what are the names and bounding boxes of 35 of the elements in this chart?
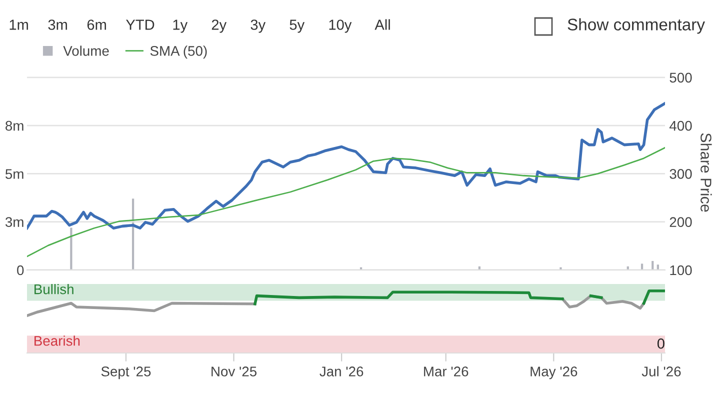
y-tick-label: 300 bbox=[670, 169, 692, 179]
text: 5y bbox=[290, 20, 305, 33]
bar bbox=[70, 228, 72, 270]
band-label: Bullish bbox=[34, 284, 74, 294]
text: Show commentary bbox=[568, 18, 705, 34]
line-series bbox=[27, 102, 665, 230]
x-tick-label: Jan '26 bbox=[320, 366, 364, 376]
text: 1m bbox=[10, 20, 28, 30]
x-tick-label: May '26 bbox=[530, 366, 578, 380]
text: 3y bbox=[250, 20, 266, 33]
x-tick-label: Mar '26 bbox=[424, 366, 468, 376]
line-series bbox=[27, 147, 665, 258]
y-tick-label: 100 bbox=[670, 265, 692, 276]
text: 3m bbox=[48, 20, 67, 30]
y2-tick-label: 8m bbox=[6, 120, 24, 131]
x-tick-label: Nov '25 bbox=[212, 366, 257, 376]
y-tick-label: 200 bbox=[670, 217, 692, 228]
y-tick-label: 400 bbox=[669, 120, 692, 131]
y2-tick-label: 3m bbox=[5, 217, 24, 227]
text: 2y bbox=[212, 20, 227, 33]
text: 10y bbox=[329, 20, 352, 33]
band-label: Bearish bbox=[34, 336, 80, 346]
y2-tick-label: 0 bbox=[17, 265, 24, 276]
x-tick-label: Jul '26 bbox=[642, 366, 681, 376]
y2-tick-label: 5m bbox=[5, 169, 24, 179]
y-axis-title: Share Price bbox=[700, 133, 712, 212]
text: 6m bbox=[87, 20, 106, 30]
text: YTD bbox=[126, 20, 154, 30]
x-tick-label: Sept '25 bbox=[101, 366, 151, 380]
legend-label: Volume bbox=[63, 46, 109, 56]
legend-label: SMA (50) bbox=[150, 46, 207, 59]
y-tick-label: 500 bbox=[670, 72, 692, 83]
text: 1y bbox=[173, 20, 188, 33]
text: All bbox=[374, 19, 390, 30]
annotation: 0 bbox=[657, 338, 664, 349]
